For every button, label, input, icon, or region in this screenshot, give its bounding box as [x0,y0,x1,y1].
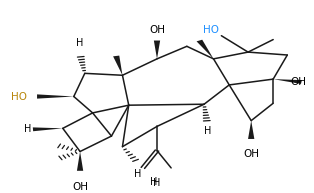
Polygon shape [197,40,214,59]
Text: OH: OH [243,149,259,159]
Text: H: H [24,124,32,134]
Text: H: H [134,169,141,179]
Polygon shape [37,94,74,99]
Text: OH: OH [290,77,306,87]
Polygon shape [154,41,160,59]
Polygon shape [33,127,63,131]
Text: HO: HO [11,91,27,102]
Text: OH: OH [72,182,88,192]
Text: OH: OH [149,25,165,35]
Text: H: H [150,177,158,187]
Polygon shape [248,121,254,139]
Polygon shape [113,56,122,75]
Polygon shape [77,152,83,171]
Text: H: H [203,126,211,136]
Text: HO: HO [203,25,219,35]
Text: H: H [153,178,161,188]
Polygon shape [273,79,302,84]
Text: H: H [76,38,84,48]
